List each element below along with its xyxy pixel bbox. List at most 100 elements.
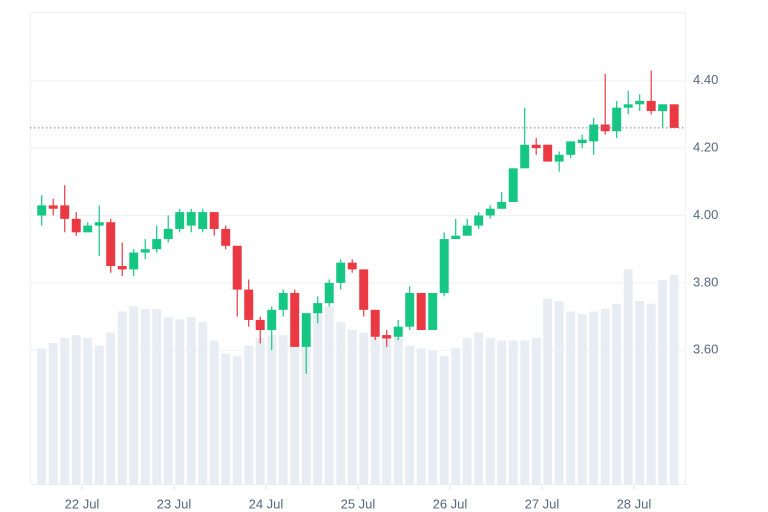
volume-bar — [658, 280, 668, 485]
volume-bar — [313, 311, 323, 485]
volume-bar — [566, 311, 576, 485]
candle-body — [94, 222, 104, 226]
candle-body — [301, 313, 311, 347]
y-tick-label: 3.60 — [693, 342, 718, 357]
candle-body — [462, 225, 472, 236]
volume-bar — [623, 269, 633, 485]
volume-bar — [347, 329, 357, 485]
candle-body — [129, 252, 139, 270]
candle-body — [117, 266, 127, 270]
volume-bar — [508, 340, 518, 485]
volume-bar — [94, 345, 104, 485]
candle-body — [439, 239, 449, 293]
volume-bar — [531, 337, 541, 485]
volume-bar — [485, 337, 495, 485]
volume-bar — [589, 311, 599, 485]
candle-body — [313, 303, 323, 314]
candle-body — [577, 139, 587, 144]
candle-body — [244, 289, 254, 320]
volume-bar — [140, 308, 150, 485]
x-tick-label: 27 Jul — [525, 496, 560, 511]
volume-bar — [646, 303, 656, 485]
candle-body — [83, 225, 93, 233]
x-tick-label: 25 Jul — [341, 496, 376, 511]
volume-bar — [497, 340, 507, 485]
x-tick-label: 26 Jul — [433, 496, 468, 511]
candle-body — [48, 205, 58, 209]
volume-bar — [382, 335, 392, 485]
volume-bar — [577, 314, 587, 485]
volume-bar — [324, 306, 334, 485]
candle-body — [198, 212, 208, 229]
candle-body — [428, 292, 438, 331]
candle-body — [290, 292, 300, 347]
volume-bar — [117, 311, 127, 485]
volume-bar — [186, 316, 196, 485]
candle-body — [600, 124, 610, 132]
volume-bar — [600, 308, 610, 485]
plot-frame — [30, 12, 686, 485]
candle-body — [669, 104, 679, 128]
candle-body — [393, 326, 403, 337]
candle-body — [71, 218, 81, 233]
x-tick-label: 23 Jul — [157, 496, 192, 511]
volume-bar — [278, 335, 288, 485]
volume-bar — [163, 316, 173, 485]
candle-body — [37, 205, 47, 216]
candle-body — [278, 292, 288, 310]
candle-body — [658, 104, 668, 112]
candle-body — [106, 222, 116, 267]
candle-body — [508, 168, 518, 203]
candle-body — [520, 144, 530, 169]
candle-body — [209, 212, 219, 229]
volume-bar — [71, 335, 81, 485]
volume-bar — [554, 301, 564, 485]
volume-bar — [416, 348, 426, 485]
x-tick-label: 22 Jul — [65, 496, 100, 511]
candle-body — [474, 215, 484, 226]
volume-bar — [439, 356, 449, 485]
candle-body — [646, 100, 656, 112]
candle-body — [255, 319, 265, 331]
candle-body — [543, 144, 553, 162]
candle-body — [152, 239, 162, 250]
candle-body — [186, 212, 196, 226]
volume-bar — [370, 337, 380, 485]
volume-bar — [175, 319, 185, 485]
volume-bar — [520, 340, 530, 485]
candle-body — [232, 245, 242, 290]
candle-body — [635, 100, 645, 105]
candle-body — [451, 235, 461, 240]
volume-bar — [393, 337, 403, 485]
candle-body — [497, 202, 507, 209]
candle-body — [531, 144, 541, 149]
candle-body — [382, 335, 392, 339]
volume-bar — [290, 332, 300, 485]
volume-bar — [428, 350, 438, 485]
candle-body — [416, 292, 426, 331]
volume-bar — [60, 337, 70, 485]
candle-body — [221, 228, 231, 246]
volume-bar — [612, 303, 622, 485]
volume-bar — [359, 332, 369, 485]
candle-body — [566, 141, 576, 155]
candle-body — [60, 205, 70, 219]
volume-bar — [221, 353, 231, 485]
x-tick-label: 24 Jul — [249, 496, 284, 511]
volume-bar — [474, 332, 484, 485]
y-tick-label: 4.20 — [693, 140, 718, 155]
volume-bar — [83, 337, 93, 485]
volume-bar — [48, 343, 58, 485]
y-tick-label: 3.80 — [693, 274, 718, 289]
candle-body — [324, 282, 334, 304]
volume-bar — [255, 337, 265, 485]
volume-bar — [209, 340, 219, 485]
candle-body — [175, 212, 185, 229]
volume-bar — [336, 322, 346, 485]
volume-bar — [669, 274, 679, 485]
candle-body — [554, 154, 564, 162]
candle-body — [485, 208, 495, 216]
volume-bar — [244, 345, 254, 485]
